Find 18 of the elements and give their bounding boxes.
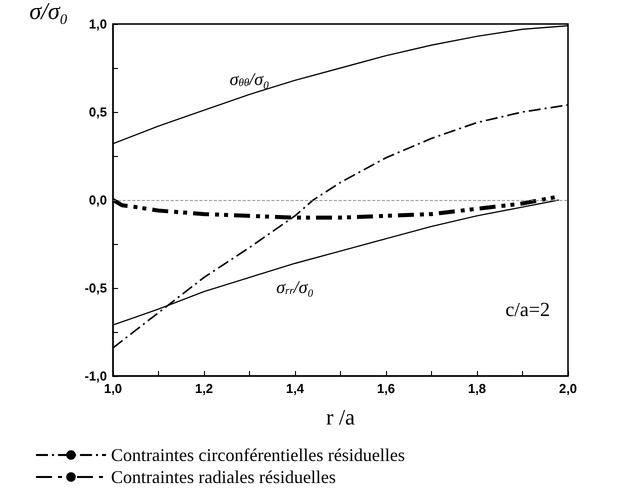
series-label: σrr/σ₀ [276, 276, 314, 297]
x-tick-label: 1,2 [194, 381, 214, 396]
y-tick-label: -1,0 [84, 368, 107, 384]
x-tick-label: 1,8 [468, 381, 486, 396]
x-tick-label: 2,0 [558, 381, 578, 396]
legend-label: Contraintes circonférentielles résiduelles [111, 445, 405, 465]
series-label: σθθ/σ₀ [230, 68, 270, 89]
legend-label: Contraintes radiales résiduelles [111, 467, 336, 487]
x-tick-label: 1,0 [104, 381, 122, 396]
y-tick-label: -0,5 [84, 280, 107, 296]
y-tick-label: 0,0 [88, 192, 107, 208]
x-tick-label: 1,6 [376, 381, 396, 396]
y-tick-label: 0,5 [88, 104, 107, 120]
y-axis-title: σ/σ₀ [29, 0, 68, 25]
x-tick-label: 1,4 [286, 381, 305, 396]
y-tick-label: 1,0 [88, 16, 107, 32]
x-axis-title: r /a [326, 404, 356, 430]
annotation: c/a=2 [505, 299, 550, 321]
